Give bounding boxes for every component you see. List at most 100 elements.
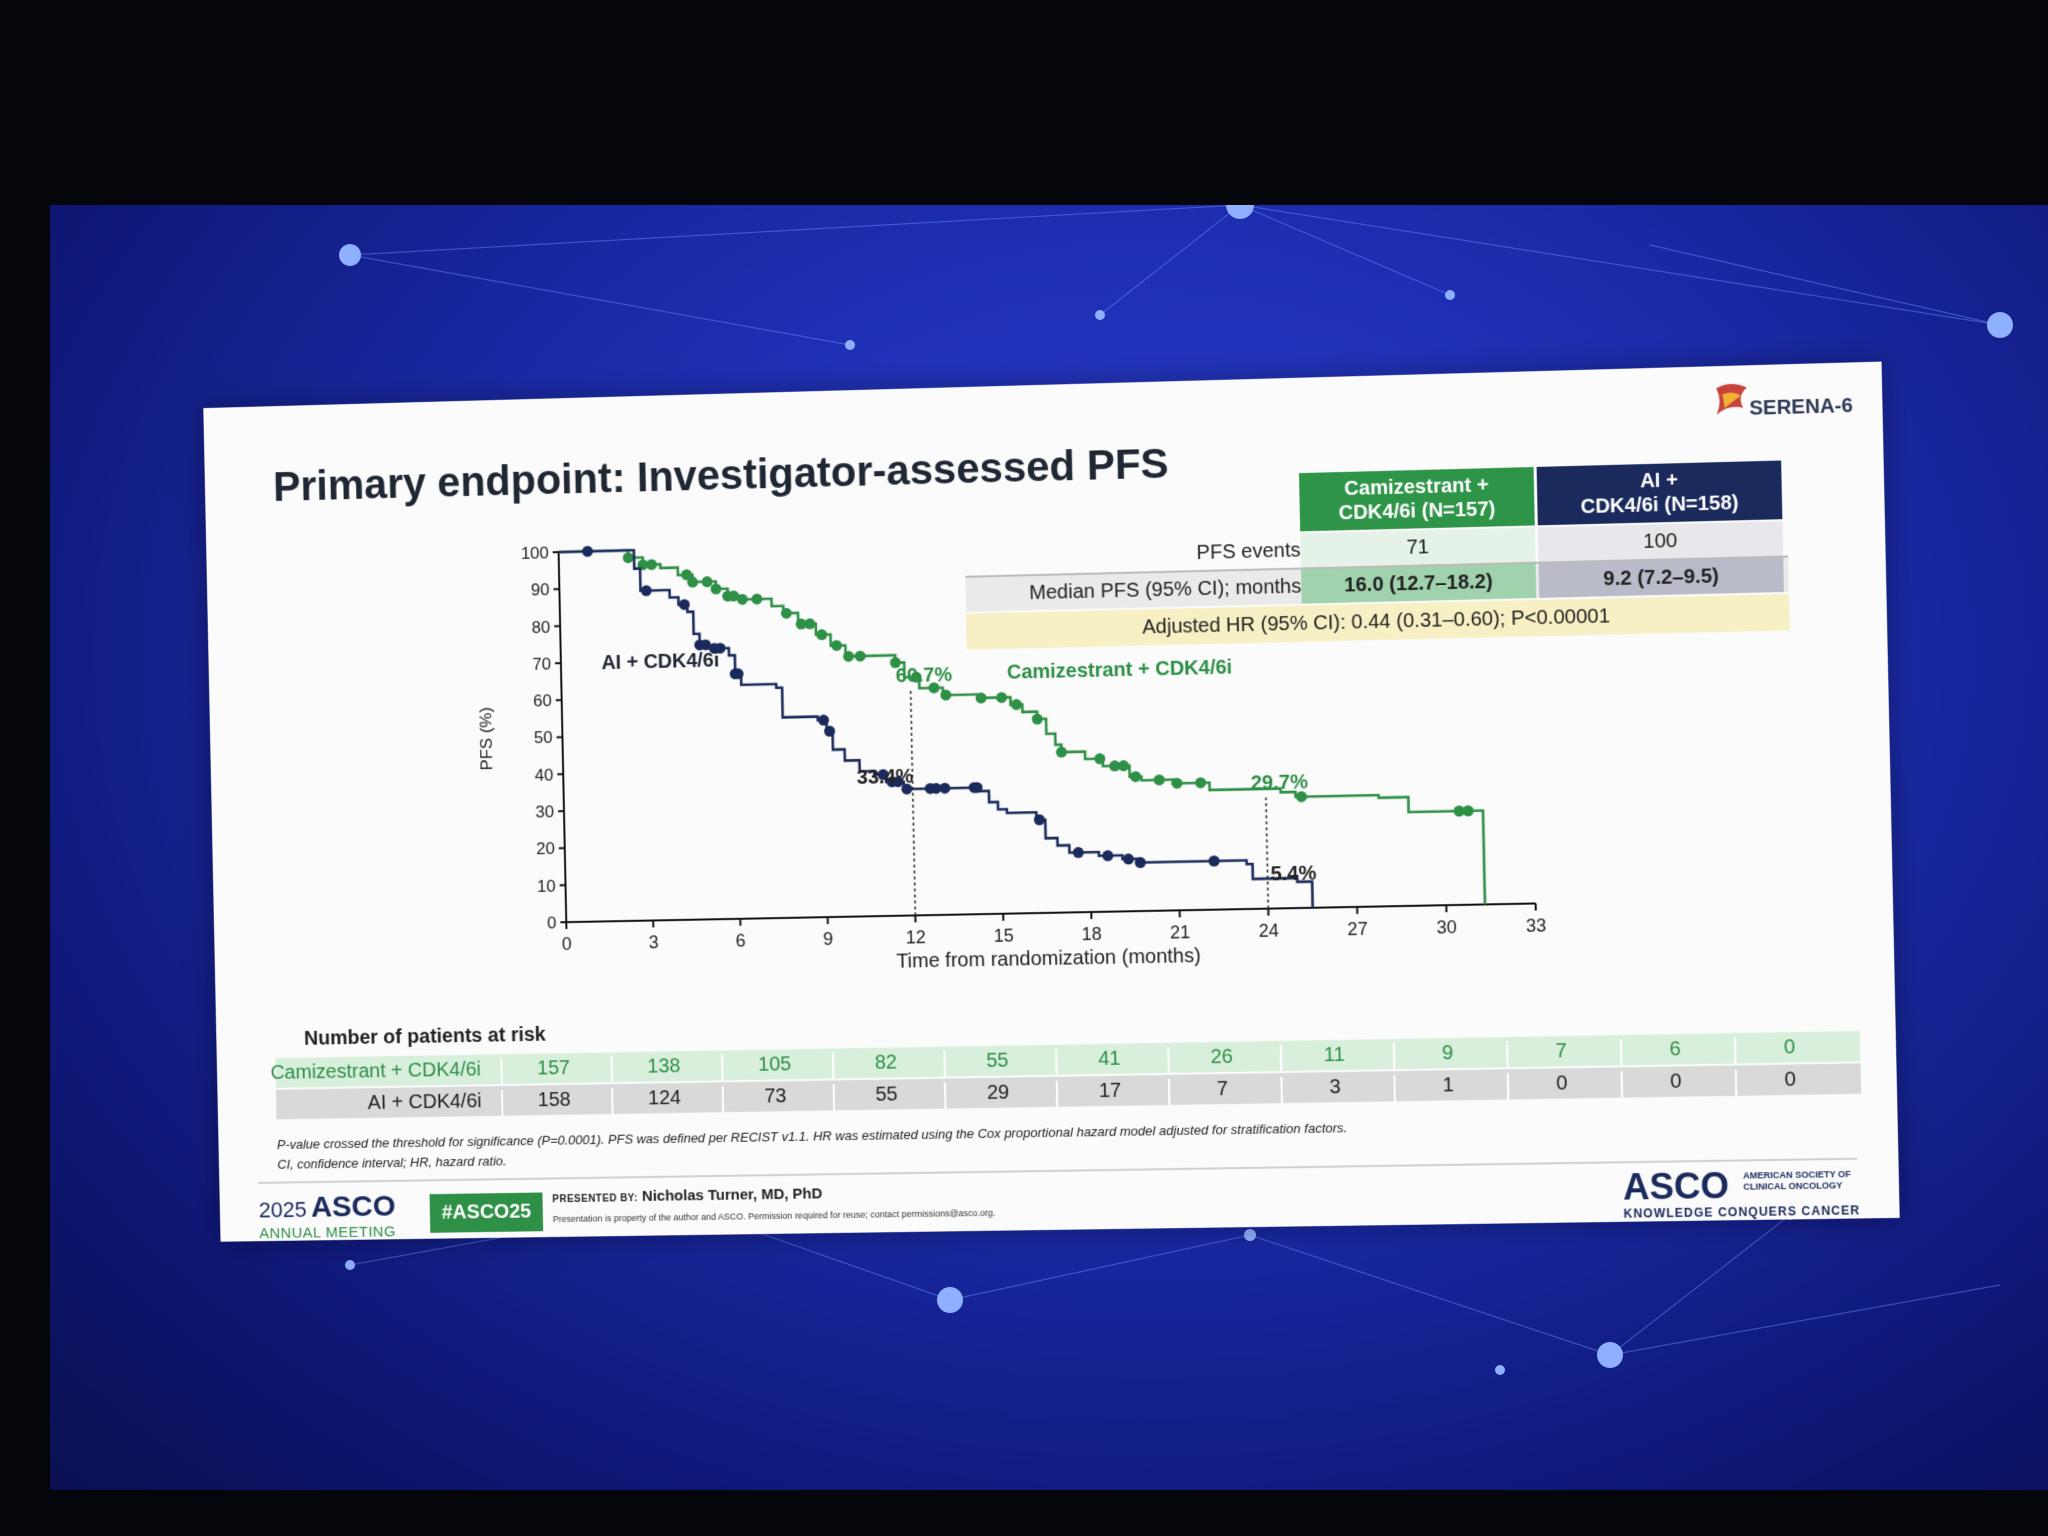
y-tick-label: 50 — [534, 728, 553, 747]
footnote-2: CI, confidence interval; HR, hazard rati… — [277, 1153, 506, 1171]
y-tick-label: 90 — [531, 580, 550, 599]
x-axis — [566, 903, 1535, 922]
x-tick-label: 12 — [906, 927, 926, 947]
x-tick-label: 24 — [1258, 920, 1279, 941]
y-tick-label: 10 — [537, 876, 556, 895]
presenter-line: PRESENTED BY: Nicholas Turner, MD, PhD — [552, 1185, 822, 1206]
censor-mark — [1462, 805, 1473, 816]
risk-value: 0 — [1621, 1070, 1730, 1098]
hashtag-badge: #ASCO25 — [430, 1193, 544, 1233]
annual-meeting-text: ANNUAL MEETING — [259, 1223, 396, 1242]
y-tick-label: 20 — [536, 839, 555, 858]
asco-society-logo: ASCO AMERICAN SOCIETY OF CLINICAL ONCOLO… — [1623, 1163, 1859, 1217]
risk-value: 17 — [1056, 1079, 1163, 1107]
x-tick-label: 9 — [823, 929, 833, 949]
meeting-year: 2025 — [259, 1197, 307, 1222]
censor-mark — [1130, 771, 1141, 782]
y-tick-label: 0 — [547, 913, 557, 932]
risk-value: 0 — [1734, 1035, 1843, 1063]
censor-mark — [1208, 855, 1219, 866]
censor-mark — [804, 618, 815, 629]
x-tick-label: 18 — [1082, 924, 1103, 945]
risk-value: 138 — [610, 1055, 715, 1083]
censor-mark — [1154, 774, 1165, 785]
km-chart: 0 10 20 30 40 50 60 70 80 90 100 0 3 6 9 12 15 18 21 24 27 30… — [203, 362, 1895, 1040]
presented-by-label: PRESENTED BY: — [552, 1193, 638, 1205]
y-tick-label: 60 — [533, 691, 552, 710]
censor-mark — [996, 692, 1007, 703]
risk-value: 158 — [501, 1088, 606, 1116]
x-axis-label: Time from randomization (months) — [896, 945, 1201, 973]
asco-wordmark-right: ASCO — [1623, 1165, 1730, 1209]
y-tick-label: 100 — [521, 543, 549, 563]
censor-mark — [1123, 853, 1134, 864]
censor-mark — [855, 650, 866, 661]
asco-society-text: AMERICAN SOCIETY OF CLINICAL ONCOLOGY — [1743, 1169, 1851, 1193]
x-tick-label: 33 — [1526, 915, 1547, 936]
risk-value: 124 — [611, 1086, 716, 1114]
risk-value: 55 — [833, 1083, 939, 1111]
projection-screen: Primary endpoint: Investigator-assessed … — [50, 205, 2048, 1490]
risk-value: 73 — [722, 1085, 828, 1113]
risk-value: 1 — [1393, 1073, 1501, 1101]
asco-wordmark: ASCO — [311, 1190, 396, 1224]
censor-mark — [1011, 699, 1022, 710]
censor-mark — [1118, 760, 1129, 771]
rate-annotation: 33.4% — [857, 766, 914, 789]
km-curve-ai — [559, 533, 1313, 922]
censor-mark — [751, 593, 762, 604]
rate-annotation: 60.7% — [895, 663, 952, 686]
risk-row-label: Camizestrant + CDK4/6i — [270, 1059, 481, 1085]
series-label-camizestrant: Camizestrant + CDK4/6i — [1007, 656, 1233, 683]
censor-mark — [641, 585, 652, 596]
censor-mark — [1032, 713, 1043, 724]
x-tick-label: 30 — [1436, 917, 1457, 938]
censor-mark — [1102, 850, 1113, 861]
risk-value: 3 — [1280, 1075, 1387, 1103]
x-tick-label: 21 — [1170, 922, 1191, 943]
footnote-1: P-value crossed the threshold for signif… — [277, 1120, 1348, 1152]
y-tick-label: 30 — [535, 802, 554, 821]
x-tick-label: 15 — [993, 925, 1013, 946]
censor-mark — [1056, 747, 1067, 758]
x-tick-label: 27 — [1347, 919, 1368, 940]
risk-value: 82 — [832, 1051, 938, 1079]
censor-mark — [646, 559, 657, 570]
risk-value: 26 — [1167, 1045, 1274, 1073]
slide: Primary endpoint: Investigator-assessed … — [203, 362, 1899, 1242]
rate-annotation: 29.7% — [1251, 771, 1309, 794]
risk-value: 6 — [1620, 1037, 1729, 1065]
risk-value: 11 — [1280, 1043, 1387, 1071]
censor-mark — [831, 640, 842, 651]
x-tick-label: 3 — [648, 932, 658, 952]
y-tick-label: 70 — [532, 654, 551, 673]
censor-mark — [816, 629, 827, 640]
risk-value: 0 — [1507, 1072, 1615, 1100]
km-curve-camizestrant — [559, 529, 1485, 922]
property-note: Presentation is property of the author a… — [553, 1208, 996, 1224]
y-tick-label: 40 — [535, 765, 554, 784]
risk-value: 9 — [1393, 1041, 1501, 1069]
censor-mark — [623, 552, 634, 563]
censor-mark — [702, 576, 713, 587]
risk-value: 105 — [721, 1053, 827, 1081]
y-tick-label: 80 — [532, 617, 551, 636]
risk-row-label: AI + CDK4/6i — [368, 1090, 482, 1115]
x-tick-label: 0 — [562, 934, 572, 954]
x-tick-label: 6 — [736, 931, 746, 951]
presenter-name: Nicholas Turner, MD, PhD — [642, 1185, 823, 1205]
censor-mark — [582, 546, 593, 557]
asco-tagline: KNOWLEDGE CONQUERS CANCER — [1623, 1203, 1860, 1221]
rate-annotation: 5.4% — [1270, 862, 1317, 885]
risk-value: 0 — [1735, 1068, 1844, 1096]
censor-mark — [710, 583, 721, 594]
reference-line-12mo — [911, 690, 916, 916]
y-axis-label: PFS (%) — [476, 707, 496, 771]
censor-mark — [1195, 777, 1206, 788]
censor-mark — [1073, 847, 1084, 858]
asco-annual-meeting-logo: 2025 ASCO ANNUAL MEETING — [258, 1190, 396, 1242]
risk-value: 7 — [1506, 1039, 1614, 1067]
risk-value: 157 — [500, 1056, 605, 1084]
risk-value: 55 — [943, 1049, 1049, 1077]
censor-mark — [939, 783, 950, 794]
